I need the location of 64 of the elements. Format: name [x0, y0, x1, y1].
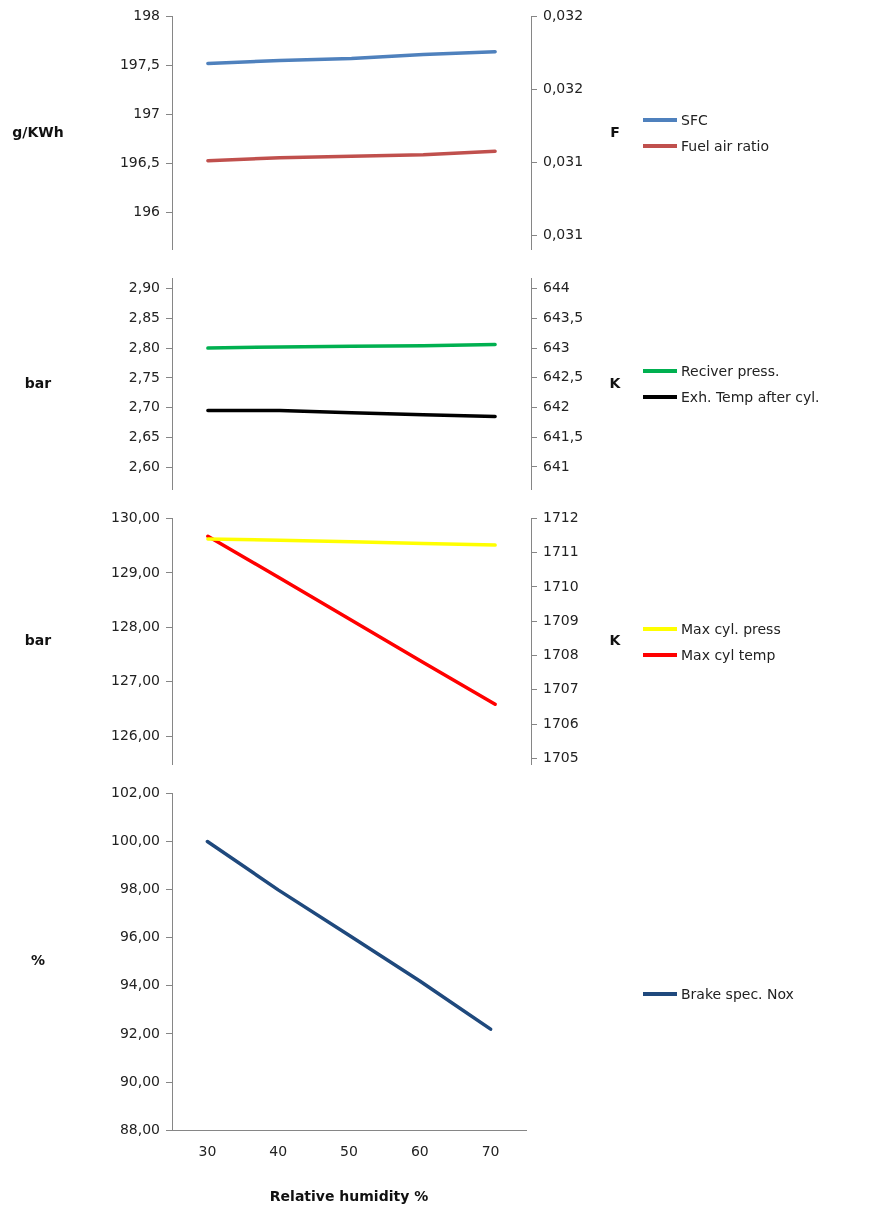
y2-tick-label: 1709	[543, 611, 579, 628]
legend-label: Reciver press.	[681, 363, 780, 379]
y-tick-label: 129,00	[111, 563, 160, 580]
y2-tick-label: 643,5	[543, 308, 584, 325]
y-tick-label: 130,00	[111, 509, 160, 526]
legend-label: Max cyl. press	[681, 620, 781, 637]
y-tick-label: 197,5	[119, 56, 160, 73]
y2-tick-label: 1710	[543, 577, 579, 594]
y-axis-title: g/KWh	[12, 123, 64, 140]
y2-tick-label: 642,5	[543, 368, 584, 385]
x-tick-label: 50	[340, 1143, 358, 1160]
y2-tick-label: 641,5	[543, 427, 584, 444]
y-tick-label: 2,75	[128, 368, 160, 385]
y2-tick-label: 1705	[543, 749, 579, 766]
y2-tick-label: 0,031	[543, 152, 584, 169]
y-tick-label: 2,90	[128, 279, 160, 296]
y-tick-label: 2,60	[128, 457, 160, 474]
y-tick-label: 102,00	[111, 784, 160, 801]
y2-axis-title: K	[609, 632, 622, 649]
y2-tick-label: 644	[543, 279, 570, 296]
y-tick-label: 98,00	[119, 880, 160, 897]
y-tick-label: 92,00	[119, 1024, 160, 1041]
y2-tick-label: 643	[543, 338, 570, 355]
y2-tick-label: 0,032	[543, 79, 584, 96]
y2-tick-label: 1706	[543, 714, 579, 731]
y-tick-label: 196,5	[119, 154, 160, 171]
x-tick-label: 40	[269, 1143, 288, 1160]
y-tick-label: 2,70	[128, 398, 160, 415]
y-tick-label: 196	[133, 203, 161, 220]
y-tick-label: 198	[133, 7, 160, 24]
y2-tick-label: 1711	[543, 543, 579, 560]
x-axis-title: Relative humidity %	[269, 1187, 429, 1204]
y-tick-label: 128,00	[111, 617, 160, 634]
y-tick-label: 2,80	[128, 338, 160, 355]
y-tick-label: 94,00	[119, 976, 160, 993]
legend-label: Exh. Temp after cyl.	[681, 389, 820, 405]
y-tick-label: 90,00	[119, 1072, 160, 1089]
x-tick-label: 30	[198, 1143, 217, 1160]
y-axis-title: bar	[24, 374, 52, 391]
y-tick-label: 126,00	[111, 726, 160, 743]
y-tick-label: 96,00	[119, 928, 160, 945]
legend-label: SFC	[681, 112, 708, 128]
y2-tick-label: 0,032	[543, 7, 584, 24]
y-axis-title: bar	[24, 632, 52, 649]
y2-tick-label: 0,031	[543, 225, 584, 242]
y-tick-label: 127,00	[111, 672, 160, 689]
x-tick-label: 60	[410, 1143, 429, 1160]
legend-label: Fuel air ratio	[681, 138, 770, 154]
y2-tick-label: 641	[543, 457, 570, 474]
x-tick-label: 70	[481, 1143, 500, 1160]
y-tick-label: 197	[133, 105, 160, 122]
y-axis-title: %	[30, 952, 46, 969]
y2-tick-label: 642	[543, 398, 570, 415]
y2-axis-title: K	[609, 374, 622, 391]
y-tick-label: 2,85	[128, 308, 160, 325]
y2-tick-label: 1712	[543, 509, 579, 526]
y-tick-label: 88,00	[119, 1120, 160, 1137]
y-tick-label: 100,00	[111, 832, 160, 849]
y2-axis-title: F	[610, 123, 620, 140]
y-tick-label: 2,65	[128, 428, 160, 445]
legend-label: Max cyl temp	[681, 646, 776, 663]
legend-label: Brake spec. Nox	[681, 986, 794, 1002]
y2-tick-label: 1708	[543, 646, 579, 663]
y2-tick-label: 1707	[543, 680, 579, 697]
